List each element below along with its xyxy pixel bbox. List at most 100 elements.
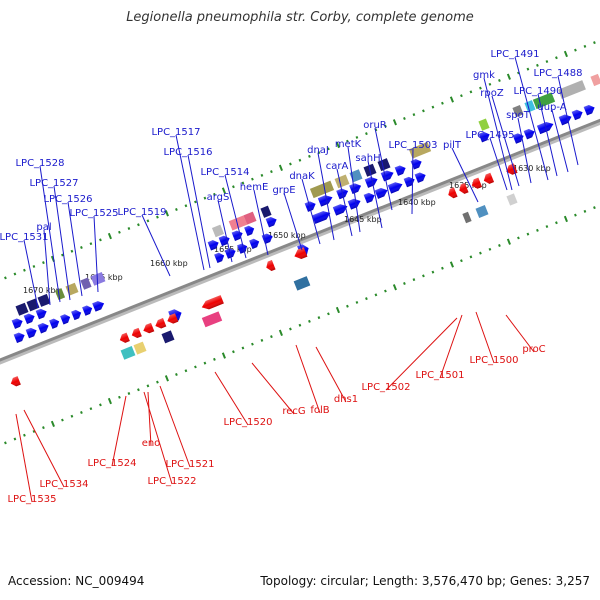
major-tick	[107, 232, 112, 240]
minor-tick	[251, 177, 254, 181]
minor-tick	[137, 223, 140, 227]
gene-label: metK	[335, 139, 362, 150]
gene-label: LPC_1526	[43, 194, 92, 205]
forward-gene-label: LPC_1527	[29, 178, 79, 301]
gene-label: LPC_1495	[465, 130, 514, 141]
category-block	[377, 158, 391, 172]
gene-arrow-forward	[414, 172, 426, 183]
reverse-gene-label: LPC_1501	[415, 314, 465, 381]
leader-line	[489, 137, 508, 191]
major-tick	[563, 50, 568, 58]
major-tick	[449, 96, 454, 103]
reverse-gene-label: eno	[142, 391, 160, 449]
gene-arrow-forward	[347, 198, 361, 210]
gene-arrow-forward	[571, 109, 583, 121]
minor-tick	[203, 196, 207, 200]
gene-label: LPC_1502	[361, 382, 410, 393]
major-tick	[221, 187, 226, 194]
minor-tick	[526, 67, 530, 71]
forward-gene-label: pilT	[443, 140, 479, 203]
gene-label: LPC_1501	[415, 370, 464, 381]
gene-label: LPC_1488	[533, 68, 582, 79]
gene-arrow-forward	[512, 133, 524, 144]
major-tick	[392, 119, 397, 126]
minor-tick	[479, 251, 482, 255]
gene-label: LPC_1520	[223, 417, 272, 428]
minor-tick	[308, 319, 311, 323]
gene-arrow-reverse	[459, 182, 469, 194]
forward-gene-label: LPC_1528	[15, 158, 65, 303]
gene-arrow-forward	[364, 177, 378, 188]
leader-line	[175, 134, 205, 271]
category-block	[590, 73, 600, 87]
minor-tick	[536, 63, 539, 67]
leader-line	[514, 56, 549, 181]
gene-label: dnaJ	[307, 145, 329, 156]
minor-tick	[555, 56, 558, 60]
forward-gene-label: spoT	[506, 110, 532, 184]
map-title: Legionella pneumophila str. Corby, compl…	[126, 10, 474, 25]
minor-tick	[498, 79, 501, 83]
minor-tick	[479, 86, 482, 90]
gene-label: proC	[522, 344, 545, 355]
forward-gene-label: rpoZ	[480, 88, 520, 187]
gene-label: pal	[36, 222, 51, 233]
reverse-gene-label: LPC_1521	[159, 385, 215, 470]
category-block	[506, 193, 518, 206]
minor-tick	[13, 437, 17, 441]
gene-arrow-forward	[214, 252, 225, 263]
category-block	[15, 302, 29, 316]
gene-label: LPC_1527	[29, 178, 78, 189]
minor-tick	[127, 392, 131, 395]
minor-tick	[308, 154, 311, 158]
leader-line	[336, 168, 353, 237]
category-block	[120, 346, 136, 360]
forward-gene-label: carA	[326, 161, 353, 237]
forward-gene-label: hemE	[240, 182, 269, 256]
gene-label: rpoZ	[480, 88, 504, 99]
forward-gene-label: LPC_1495	[465, 130, 515, 191]
leader-line	[317, 152, 335, 241]
minor-tick	[593, 206, 596, 210]
leader-line	[23, 239, 39, 309]
gene-label: LPC_1516	[163, 147, 212, 158]
gene-label: LPC_1519	[117, 207, 166, 218]
reverse-gene-label: proC	[505, 314, 546, 355]
minor-tick	[574, 48, 577, 52]
minor-tick	[241, 181, 245, 185]
forward-gene-label: grpE	[272, 185, 303, 251]
minor-tick	[555, 221, 558, 225]
minor-tick	[431, 270, 435, 274]
minor-tick	[175, 208, 178, 212]
scale-label: 1655 kbp	[214, 245, 252, 254]
category-block	[201, 311, 223, 328]
major-tick	[392, 284, 397, 291]
minor-tick	[365, 297, 368, 301]
minor-tick	[545, 60, 549, 64]
leader-line	[411, 147, 414, 215]
gene-arrow-forward	[536, 121, 554, 135]
major-tick	[506, 238, 511, 245]
major-tick	[278, 164, 283, 171]
minor-tick	[403, 116, 406, 120]
minor-tick	[327, 147, 330, 151]
minor-tick	[270, 170, 273, 174]
minor-tick	[384, 289, 387, 293]
minor-tick	[260, 173, 264, 177]
minor-tick	[241, 346, 245, 350]
category-block	[243, 211, 257, 225]
minor-tick	[194, 365, 197, 369]
category-block	[478, 118, 490, 131]
minor-tick	[365, 132, 368, 136]
gene-arrow-reverse	[10, 376, 21, 387]
minor-tick	[89, 242, 93, 246]
minor-tick	[251, 342, 254, 346]
minor-tick	[355, 135, 359, 139]
leader-line	[15, 413, 33, 503]
leader-line	[295, 344, 321, 414]
minor-tick	[23, 433, 26, 437]
gene-arrow-forward	[332, 204, 348, 216]
leader-line	[43, 229, 51, 306]
leader-line	[147, 391, 152, 447]
